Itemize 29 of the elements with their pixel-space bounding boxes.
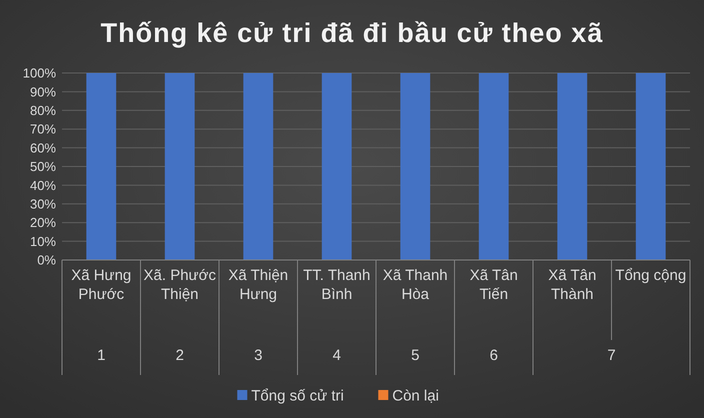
x-tick-label: Xã Tân Tiến	[470, 267, 518, 303]
text: 3	[254, 347, 262, 364]
text: 6	[490, 347, 498, 364]
text: 2	[176, 347, 184, 364]
y-tick-label: 60%	[30, 140, 56, 156]
y-tick-label: 30%	[30, 196, 56, 212]
text: 5	[411, 347, 420, 364]
y-tick-label: 10%	[30, 234, 56, 249]
text: 7	[607, 347, 616, 364]
text: 4	[332, 347, 341, 364]
y-tick-label: 0%	[37, 252, 56, 268]
text: 1	[97, 347, 106, 364]
x-tick-label: Xã Thiện Hưng	[228, 267, 288, 303]
x-tick-label: Xã Tân Thành	[548, 267, 596, 303]
y-tick-label: 90%	[30, 84, 56, 100]
x-tick-label: TT. Thanh Bình	[303, 267, 370, 303]
y-tick-label: 80%	[30, 102, 56, 118]
x-tick-label: Xã Hưng Phước	[71, 267, 132, 303]
y-tick-label: 70%	[30, 122, 56, 137]
x-tick-label: Xã Thanh Hòa	[382, 267, 448, 303]
x-tick-label: Xã. Phước Thiện	[144, 267, 216, 303]
y-tick-label: 40%	[30, 178, 56, 193]
legend-label: Tổng số cử tri	[251, 387, 344, 404]
y-tick-label: 20%	[30, 215, 56, 230]
y-tick-label: 50%	[30, 159, 56, 174]
chart-title: Thống kê cử tri đã đi bầu cử theo xã	[100, 18, 604, 48]
y-tick-label: 100%	[22, 66, 56, 81]
x-tick-label: Tổng cộng	[615, 267, 686, 284]
legend-label: Còn lại	[392, 387, 439, 404]
